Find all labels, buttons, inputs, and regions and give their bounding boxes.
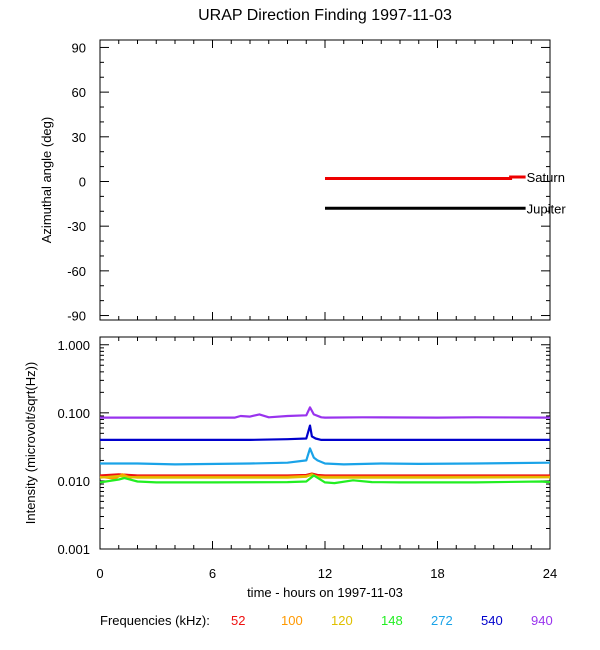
y-tick-label: 90	[72, 40, 86, 55]
series-148-khz	[99, 474, 551, 485]
y-tick-label: 1.000	[57, 338, 90, 353]
frequency-legend: Frequencies (kHz): 52 100 120 148 272 540 940	[100, 613, 553, 628]
frequency-legend-272: 272	[431, 613, 453, 628]
x-tick-label: 0	[96, 566, 103, 581]
direction-panel: 90 60 30 0 -30 -60 -90 Saturn Jupiter Azimuthal…	[39, 39, 567, 324]
series-940-khz	[100, 406, 551, 419]
series-120-khz	[99, 473, 551, 479]
intensity-series	[99, 406, 551, 485]
x-axis-label: time - hours on 1997-11-03	[247, 585, 403, 600]
direction-y-ticks: 90 60 30 0 -30 -60 -90	[67, 40, 550, 324]
x-tick-label: 12	[318, 566, 332, 581]
series-52-khz	[99, 472, 550, 477]
series-540-khz	[100, 424, 550, 441]
direction-y-axis-label: Azimuthal angle (deg)	[39, 117, 54, 243]
series-272-khz	[100, 447, 551, 466]
frequency-legend-100: 100	[281, 613, 303, 628]
x-tick-label: 6	[209, 566, 216, 581]
frequency-legend-540: 540	[481, 613, 503, 628]
y-tick-label: 60	[72, 85, 86, 100]
x-tick-label: 24	[543, 566, 557, 581]
intensity-y-axis-label: Intensity (microvolt/sqrt(Hz))	[23, 362, 38, 525]
direction-x-ticks	[99, 40, 551, 320]
direction-series	[325, 175, 526, 210]
y-tick-label: 0.001	[57, 542, 90, 557]
frequency-legend-940: 940	[531, 613, 553, 628]
y-tick-label: -60	[67, 264, 86, 279]
y-tick-label: -30	[67, 219, 86, 234]
y-tick-label: 0	[79, 174, 86, 189]
frequency-legend-title: Frequencies (kHz):	[100, 613, 210, 628]
intensity-plot-frame	[99, 336, 551, 550]
y-tick-label: 30	[72, 130, 86, 145]
series-saturn	[325, 175, 526, 180]
intensity-x-ticks: 0 6 12 18 24	[96, 337, 557, 581]
series-label-saturn: Saturn	[527, 170, 565, 185]
y-tick-label: 0.010	[57, 474, 90, 489]
intensity-y-ticks: 1.000 0.100 0.010 0.001	[57, 338, 550, 557]
frequency-legend-120: 120	[331, 613, 353, 628]
y-tick-label: 0.100	[57, 406, 90, 421]
x-tick-label: 18	[430, 566, 444, 581]
intensity-panel: 1.000 0.100 0.010 0.001 0 6 12 18 24 Intensity …	[23, 336, 557, 600]
frequency-legend-52: 52	[231, 613, 245, 628]
direction-series-labels: Saturn Jupiter	[527, 170, 567, 216]
frequency-legend-148: 148	[381, 613, 403, 628]
series-label-jupiter: Jupiter	[527, 201, 567, 216]
y-tick-label: -90	[67, 309, 86, 324]
chart-title: URAP Direction Finding 1997-11-03	[198, 7, 452, 24]
